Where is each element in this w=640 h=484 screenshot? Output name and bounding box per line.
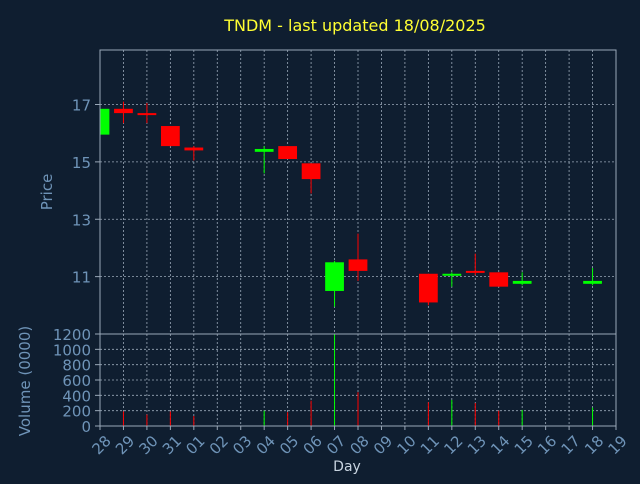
price-tick-label: 17	[72, 97, 91, 115]
volume-tick-label: 1200	[53, 326, 91, 344]
candle-body	[465, 270, 485, 273]
candle-body	[278, 146, 298, 160]
candle-body	[114, 108, 133, 114]
volume-tick-label: 1000	[53, 341, 91, 359]
candle-body	[348, 259, 368, 271]
volume-tick-label: 400	[62, 387, 91, 405]
candle-body	[184, 147, 204, 151]
candle-body	[442, 273, 462, 276]
candle-body	[489, 272, 509, 287]
price-tick-label: 13	[72, 211, 91, 229]
volume-tick-label: 600	[62, 372, 91, 390]
candle-body	[301, 163, 321, 180]
price-axis-label: Price	[38, 174, 56, 211]
volume-tick-label: 0	[81, 418, 91, 436]
price-tick-label: 15	[72, 154, 91, 172]
candle-body	[512, 280, 532, 284]
day-axis-label: Day	[333, 459, 361, 475]
volume-tick-label: 800	[62, 357, 91, 375]
candle-body	[137, 113, 157, 116]
candle-body	[418, 273, 438, 303]
volume-axis-label: Volume (0000)	[16, 326, 34, 436]
price-tick-label: 11	[72, 269, 91, 287]
volume-tick-label: 200	[62, 403, 91, 421]
candle-body	[254, 148, 274, 152]
candle-body	[100, 108, 110, 135]
candle-body	[325, 262, 344, 291]
price-panel: 11 13 15 17	[72, 49, 617, 335]
candle-body	[160, 126, 180, 147]
candle-body	[583, 280, 602, 284]
chart-title: TNDM - last updated 18/08/2025	[223, 16, 486, 35]
